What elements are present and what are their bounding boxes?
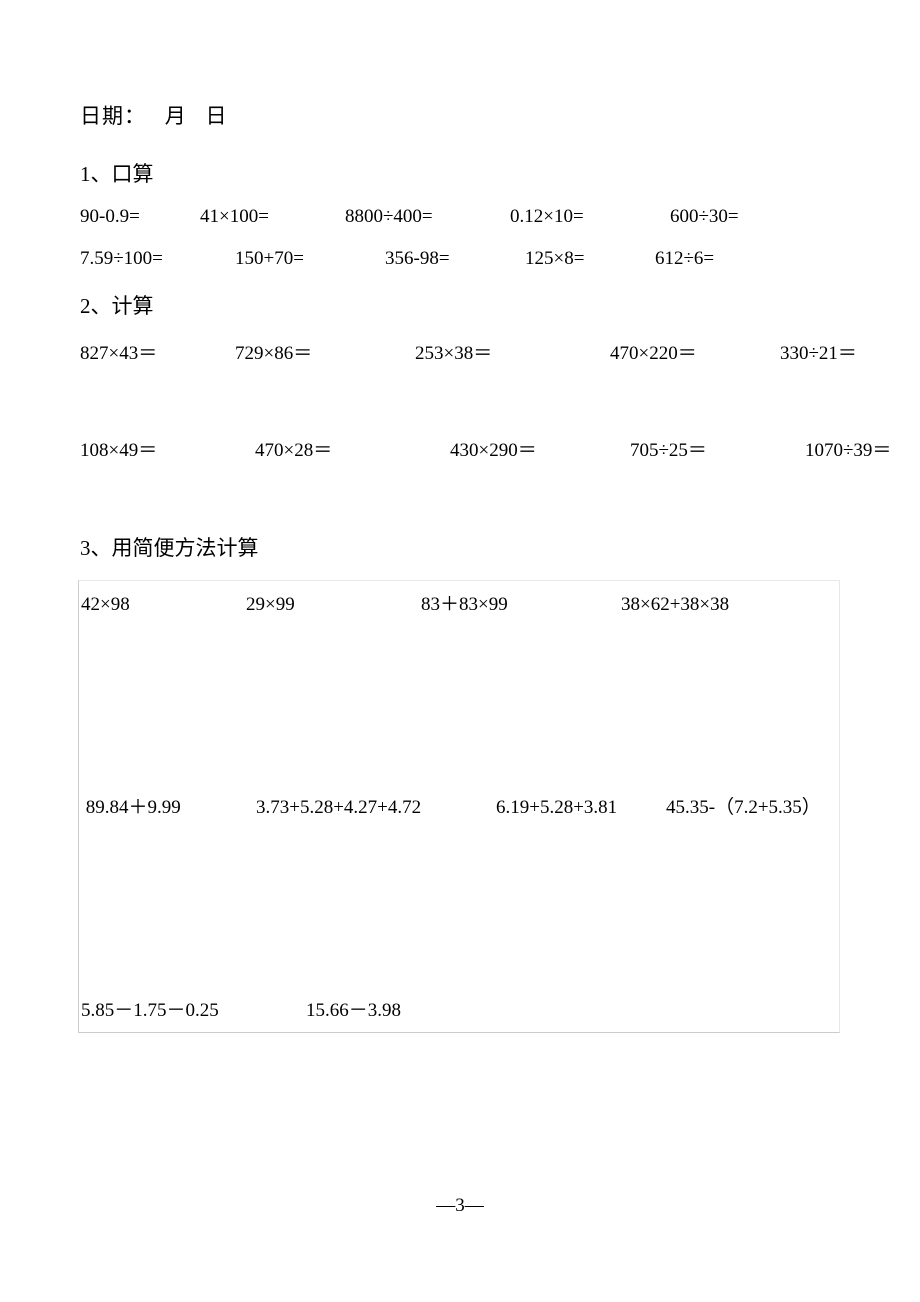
page-content: 日期： 月 日 1、口算 90-0.9=41×100=8800÷400=0.12… (0, 0, 920, 1033)
problem-item: 430×290＝ (450, 435, 630, 462)
date-label: 日期： (80, 104, 146, 128)
section-2-title: 2、计算 (80, 290, 840, 320)
month-label: 月 (165, 104, 187, 128)
problem-item: 89.84＋9.99 (81, 792, 256, 819)
problem-item: 15.66－3.98 (306, 995, 401, 1022)
problem-item: 29×99 (246, 594, 421, 616)
problem-item: 8800÷400= (345, 206, 510, 228)
bordered-box: 42×9829×9983＋83×9938×62+38×38 89.84＋9.99… (78, 580, 840, 1033)
problem-item: 253×38＝ (415, 338, 610, 365)
section-1-title: 1、口算 (80, 158, 840, 188)
problem-item: 7.59÷100= (80, 248, 235, 270)
day-gap (187, 104, 206, 128)
problem-item: 470×28＝ (255, 435, 450, 462)
problem-item: 600÷30= (670, 206, 739, 228)
problem-item: 330÷21＝ (780, 338, 857, 365)
s1-row2: 7.59÷100=150+70=356-98=125×8=612÷6= (80, 248, 840, 270)
problem-item: 90-0.9= (80, 206, 200, 228)
problem-item: 5.85－1.75－0.25 (81, 995, 306, 1022)
day-label: 日 (206, 104, 228, 128)
problem-item: 612÷6= (655, 248, 714, 270)
problem-item: 827×43＝ (80, 338, 235, 365)
month-gap (146, 104, 165, 128)
problem-item: 3.73+5.28+4.27+4.72 (256, 797, 496, 819)
problem-item: 125×8= (525, 248, 655, 270)
problem-item: 108×49＝ (80, 435, 255, 462)
date-line: 日期： 月 日 (80, 100, 840, 130)
problem-item: 150+70= (235, 248, 385, 270)
problem-item: 0.12×10= (510, 206, 670, 228)
problem-item: 1070÷39＝ (805, 435, 891, 462)
page-number: ―3― (0, 1195, 920, 1217)
s3-row1: 42×9829×9983＋83×9938×62+38×38 (79, 581, 839, 786)
section-3-title: 3、用简便方法计算 (80, 532, 840, 562)
problem-item: 38×62+38×38 (621, 594, 729, 616)
s3-row2: 89.84＋9.993.73+5.28+4.27+4.726.19+5.28+3… (79, 786, 839, 989)
problem-item: 45.35-（7.2+5.35） (666, 792, 821, 819)
problem-item: 356-98= (385, 248, 525, 270)
problem-item: 42×98 (81, 594, 246, 616)
s3-row3: 5.85－1.75－0.2515.66－3.98 (79, 989, 839, 1032)
problem-item: 83＋83×99 (421, 589, 621, 616)
problem-item: 6.19+5.28+3.81 (496, 797, 666, 819)
s1-row1: 90-0.9=41×100=8800÷400=0.12×10=600÷30= (80, 206, 840, 228)
problem-item: 729×86＝ (235, 338, 415, 365)
problem-item: 470×220＝ (610, 338, 780, 365)
s2-row2: 108×49＝470×28＝430×290＝705÷25＝1070÷39＝ (80, 435, 840, 462)
problem-item: 705÷25＝ (630, 435, 805, 462)
s2-row1: 827×43＝729×86＝253×38＝470×220＝330÷21＝ (80, 338, 840, 365)
problem-item: 41×100= (200, 206, 345, 228)
